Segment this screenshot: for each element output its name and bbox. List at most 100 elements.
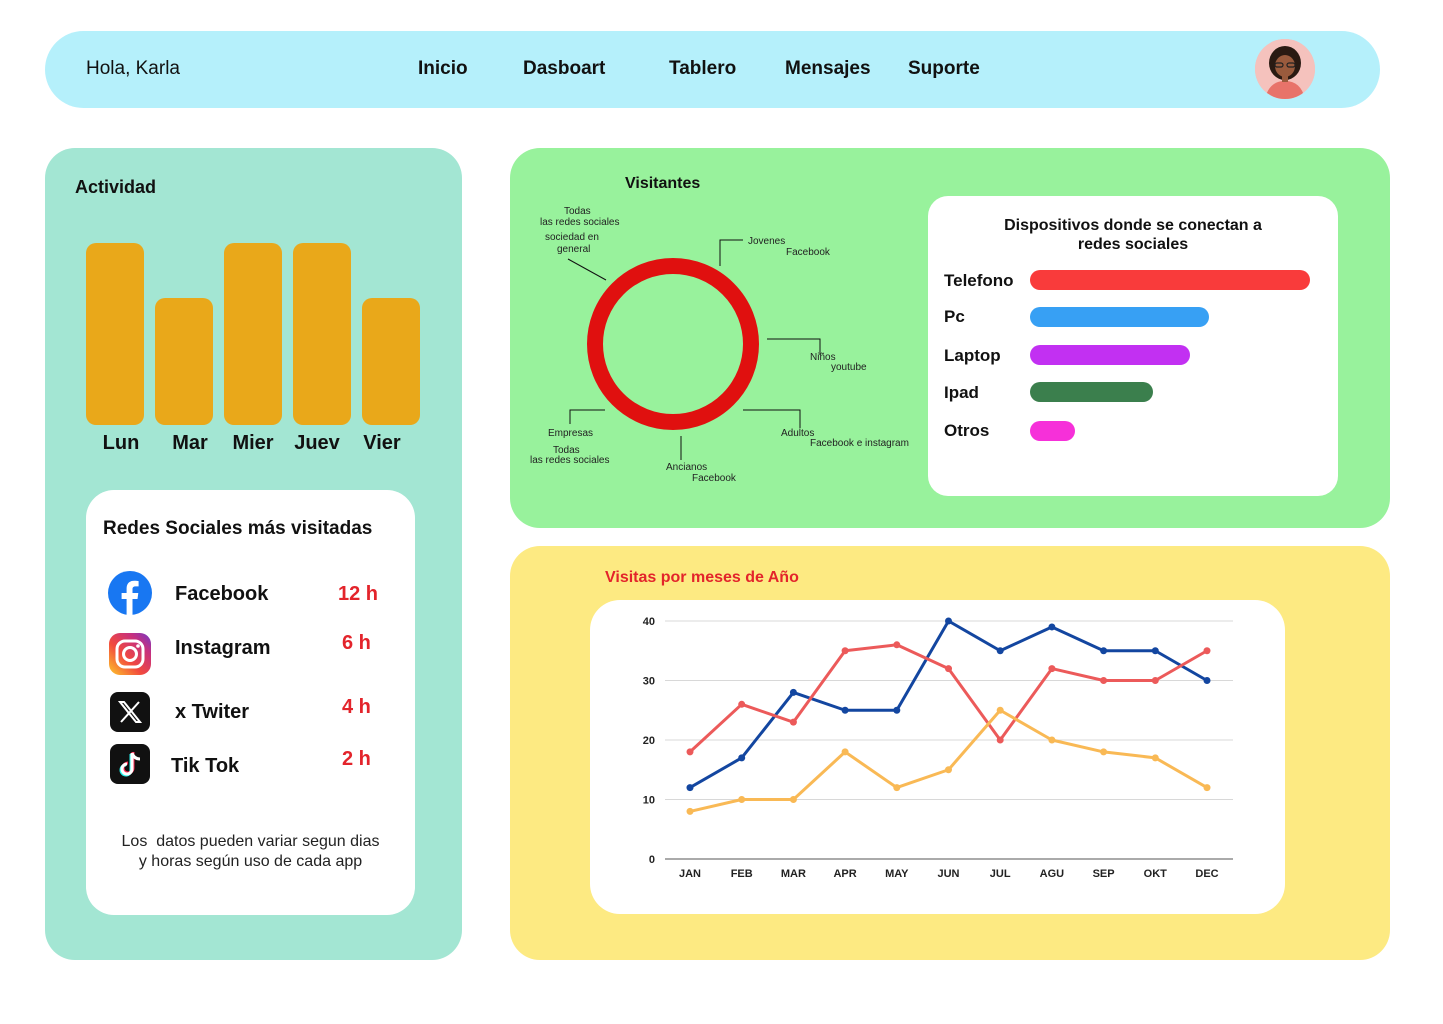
data-point <box>789 718 797 726</box>
x-tick-label: MAY <box>885 868 909 880</box>
label-todas-sub: las redes sociales <box>540 217 620 228</box>
social-hours-instagram: 6 h <box>342 632 371 654</box>
nav-suporte[interactable]: Suporte <box>908 58 980 79</box>
devices-title-line2: redes sociales <box>1077 236 1189 253</box>
data-point <box>893 641 901 649</box>
data-point <box>1048 736 1056 744</box>
device-label-otros: Otros <box>944 421 990 440</box>
top-nav-bar: Hola, Karla Inicio Dasboart Tablero Mens… <box>45 31 1380 108</box>
device-label-telefono: Telefono <box>944 271 1014 290</box>
device-label-laptop: Laptop <box>944 346 1001 365</box>
x-tick-label: JUN <box>937 868 959 880</box>
data-point <box>738 700 746 708</box>
activity-bar-vier <box>362 298 420 425</box>
activity-title: Actividad <box>75 177 157 197</box>
x-tick-label: OKT <box>1144 868 1168 880</box>
data-point <box>1203 677 1211 684</box>
y-tick-label: 40 <box>643 616 655 628</box>
activity-bar-mier <box>224 243 282 425</box>
label-sociedad: sociedad en <box>545 232 599 243</box>
data-point <box>1203 647 1211 655</box>
x-tick-label: SEP <box>1093 868 1115 880</box>
social-name-instagram: Instagram <box>175 637 271 659</box>
facebook-icon <box>108 571 152 615</box>
data-point <box>996 706 1004 714</box>
label-empresas-sub: Todas <box>553 445 580 456</box>
activity-bar-chart <box>86 243 426 425</box>
label-empresas: Empresas <box>548 428 594 439</box>
y-tick-label: 10 <box>643 795 655 807</box>
x-tick-label: JAN <box>679 868 701 880</box>
nav-dasboart[interactable]: Dasboart <box>523 58 606 79</box>
data-point <box>686 784 694 792</box>
data-point <box>1100 677 1108 684</box>
device-bar-otros <box>1030 421 1075 441</box>
social-row-tiktok[interactable] <box>110 744 150 789</box>
visits-title: Visitas por meses de Año <box>605 569 799 586</box>
nav-tablero[interactable]: Tablero <box>669 58 737 79</box>
devices-card: Dispositivos donde se conectan a redes s… <box>928 196 1338 496</box>
instagram-icon <box>109 633 151 675</box>
social-row-x-twitter[interactable] <box>110 692 150 737</box>
visits-line-chart: 0 10 20 30 40 JAN FEB MAR APR MAY JUN JUL AGU SEP OKT D… <box>643 616 1233 880</box>
data-point <box>945 665 952 673</box>
day-label-lun: Lun <box>102 432 140 454</box>
user-avatar-icon <box>1255 39 1315 99</box>
nav-mensajes[interactable]: Mensajes <box>785 58 871 79</box>
visitors-ring <box>587 258 759 430</box>
social-networks-card: Redes Sociales más visitadas Facebook 12… <box>86 490 415 915</box>
data-point <box>789 796 797 803</box>
social-row-facebook[interactable] <box>108 571 152 620</box>
social-hours-facebook: 12 h <box>338 583 379 605</box>
social-name-x-twitter: x Twiter <box>175 701 250 723</box>
device-bar-pc <box>1030 307 1209 327</box>
data-point <box>789 688 797 696</box>
devices-title-line1: Dispositivos donde se conectan a <box>1004 217 1262 234</box>
activity-bar-juev <box>293 243 351 425</box>
data-point <box>893 706 901 714</box>
data-point <box>1151 754 1159 762</box>
social-note: Los datos pueden variar segun dias y hor… <box>86 832 415 872</box>
social-name-facebook: Facebook <box>175 583 269 605</box>
social-name-tiktok: Tik Tok <box>171 755 240 777</box>
device-bar-laptop <box>1030 345 1190 365</box>
device-label-pc: Pc <box>944 307 965 326</box>
activity-panel: Actividad Lun Mar Mier Juev Vier Redes S… <box>45 148 462 960</box>
day-label-vier: Vier <box>363 432 401 454</box>
label-jovenes: Jovenes <box>748 236 786 247</box>
social-hours-tiktok: 2 h <box>342 748 371 770</box>
day-label-mier: Mier <box>232 432 274 454</box>
data-point <box>1203 784 1211 792</box>
data-point <box>841 647 849 655</box>
data-point <box>945 766 952 774</box>
social-hours-x-twitter: 4 h <box>342 696 371 718</box>
avatar[interactable] <box>1255 39 1315 99</box>
visitors-ring-chart <box>567 239 821 460</box>
data-point <box>1048 623 1056 631</box>
nav-inicio[interactable]: Inicio <box>418 58 468 79</box>
tiktok-icon <box>110 744 150 784</box>
series-line-1 <box>689 619 1208 789</box>
data-point <box>1100 647 1108 655</box>
series-line-2 <box>688 643 1208 754</box>
label-jovenes-sub: Facebook <box>786 247 830 258</box>
data-point <box>1048 665 1056 673</box>
data-point <box>1151 647 1159 655</box>
x-tick-label: AGU <box>1040 868 1065 880</box>
device-bar-ipad <box>1030 382 1153 402</box>
social-note-line1: Los datos pueden variar segun dias <box>121 833 380 850</box>
visits-panel: Visitas por meses de Año 0 10 20 30 40 JAN FEB… <box>510 546 1390 960</box>
device-bar-telefono <box>1030 270 1310 290</box>
y-tick-label: 30 <box>643 676 655 688</box>
day-label-juev: Juev <box>294 432 340 454</box>
devices-title: Dispositivos donde se conectan a redes s… <box>928 216 1338 254</box>
social-row-instagram[interactable] <box>108 632 152 681</box>
data-point <box>1100 748 1108 756</box>
data-point <box>841 748 849 756</box>
day-label-mar: Mar <box>172 432 208 454</box>
x-tick-label: FEB <box>731 868 753 880</box>
x-twitter-icon <box>110 692 150 732</box>
social-note-line2: y horas según uso de cada app <box>138 853 363 870</box>
x-tick-label: MAR <box>781 868 806 880</box>
x-tick-label: APR <box>833 868 856 880</box>
